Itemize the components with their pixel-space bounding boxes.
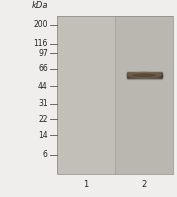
Ellipse shape bbox=[132, 73, 157, 77]
Text: 44: 44 bbox=[38, 82, 48, 91]
Text: 66: 66 bbox=[38, 64, 48, 73]
Text: 116: 116 bbox=[33, 39, 48, 48]
Text: 22: 22 bbox=[38, 115, 48, 124]
Text: 6: 6 bbox=[43, 151, 48, 159]
Ellipse shape bbox=[127, 72, 162, 79]
Text: 14: 14 bbox=[38, 131, 48, 140]
FancyBboxPatch shape bbox=[57, 16, 115, 174]
Text: kDa: kDa bbox=[31, 1, 48, 10]
FancyBboxPatch shape bbox=[115, 16, 173, 174]
Text: 200: 200 bbox=[33, 20, 48, 29]
Text: 1: 1 bbox=[83, 180, 88, 189]
Text: 31: 31 bbox=[38, 99, 48, 108]
Text: 97: 97 bbox=[38, 49, 48, 58]
Text: 2: 2 bbox=[142, 180, 147, 189]
